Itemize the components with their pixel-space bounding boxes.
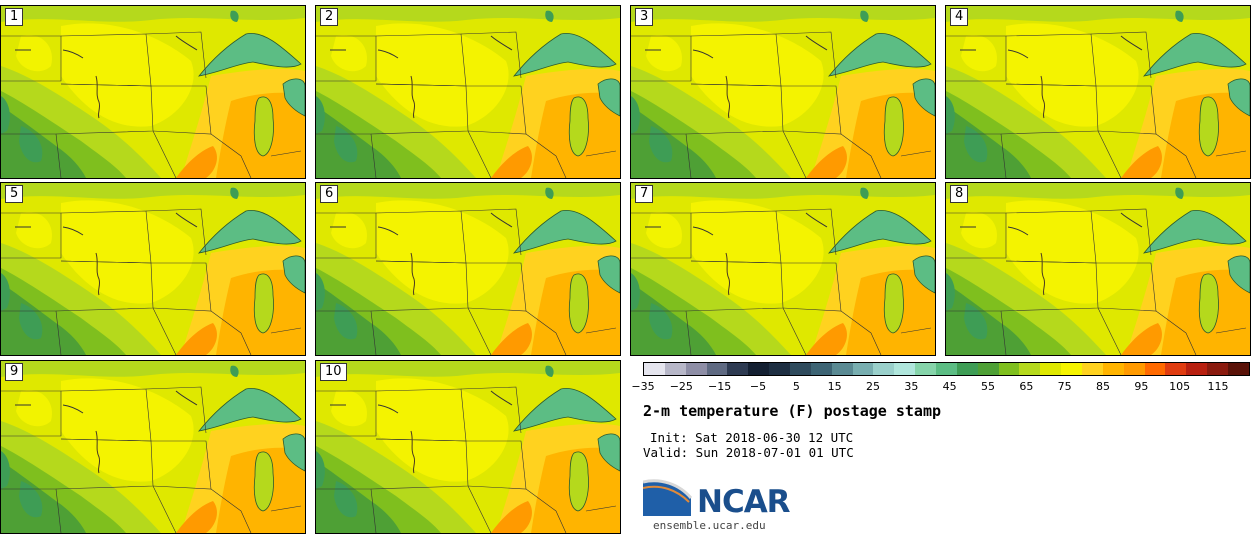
colorbar-swatch bbox=[1061, 363, 1083, 375]
member-number-label: 2 bbox=[320, 8, 339, 26]
ncar-logo-text: NCAR bbox=[697, 484, 791, 520]
temperature-map-icon bbox=[316, 6, 620, 178]
ensemble-member-panel: 2 bbox=[315, 5, 621, 179]
ensemble-member-panel: 5 bbox=[0, 182, 306, 356]
colorbar-swatch bbox=[1123, 363, 1145, 375]
member-number-label: 9 bbox=[5, 363, 24, 381]
colorbar-tick-label: 105 bbox=[1169, 380, 1191, 393]
ensemble-member-panel: 1 bbox=[0, 5, 306, 179]
temperature-map-icon bbox=[946, 6, 1250, 178]
colorbar-tick-label: −25 bbox=[669, 380, 693, 393]
temperature-map-icon bbox=[1, 361, 305, 533]
website-url[interactable]: ensemble.ucar.edu bbox=[653, 519, 766, 532]
chart-title: 2-m temperature (F) postage stamp bbox=[643, 402, 942, 420]
colorbar-swatch bbox=[769, 363, 791, 375]
colorbar-tick-label: 45 bbox=[942, 380, 957, 393]
colorbar-swatch bbox=[644, 363, 665, 375]
temperature-map-icon bbox=[631, 183, 935, 355]
ensemble-member-panel: 4 bbox=[945, 5, 1251, 179]
colorbar-swatch bbox=[1165, 363, 1187, 375]
colorbar-swatch bbox=[810, 363, 832, 375]
colorbar-swatch bbox=[706, 363, 728, 375]
colorbar-tick-label: 5 bbox=[792, 380, 800, 393]
colorbar-swatch bbox=[873, 363, 895, 375]
colorbar-swatch bbox=[977, 363, 999, 375]
ensemble-member-panel: 6 bbox=[315, 182, 621, 356]
colorbar-swatch bbox=[852, 363, 874, 375]
colorbar-swatch bbox=[1144, 363, 1166, 375]
ensemble-member-panel: 8 bbox=[945, 182, 1251, 356]
temperature-map-icon bbox=[1, 6, 305, 178]
ncar-logo-icon bbox=[643, 479, 693, 516]
ensemble-member-panel: 3 bbox=[630, 5, 936, 179]
temperature-map-icon bbox=[316, 183, 620, 355]
member-number-label: 10 bbox=[320, 363, 347, 381]
colorbar-swatch bbox=[1082, 363, 1103, 375]
colorbar-swatch bbox=[1102, 363, 1124, 375]
colorbar-swatch bbox=[790, 363, 811, 375]
colorbar-swatch bbox=[685, 363, 707, 375]
ensemble-member-panel: 10 bbox=[315, 360, 621, 534]
colorbar-swatch bbox=[915, 363, 937, 375]
member-number-label: 7 bbox=[635, 185, 654, 203]
colorbar-swatch bbox=[1186, 363, 1208, 375]
colorbar-tick-label: −35 bbox=[631, 380, 655, 393]
member-number-label: 1 bbox=[5, 8, 24, 26]
colorbar-swatch bbox=[936, 363, 957, 375]
temperature-map-icon bbox=[631, 6, 935, 178]
colorbar-ticks: −35 −25 −15 −5 5 15 25 35 45 55 65 75 85 95 105 115 bbox=[631, 380, 1258, 394]
colorbar-swatch bbox=[748, 363, 770, 375]
colorbar-swatch bbox=[998, 363, 1020, 375]
temperature-map-icon bbox=[1, 183, 305, 355]
colorbar-tick-label: 85 bbox=[1096, 380, 1110, 393]
colorbar-tick-label: 15 bbox=[827, 380, 842, 393]
colorbar-swatch bbox=[1019, 363, 1041, 375]
colorbar-tick-label: −15 bbox=[708, 380, 732, 393]
member-number-label: 8 bbox=[950, 185, 969, 203]
colorbar-tick-label: 25 bbox=[866, 380, 880, 393]
colorbar-tick-label: 55 bbox=[981, 380, 995, 393]
colorbar-tick-label: 65 bbox=[1019, 380, 1034, 393]
colorbar-swatch bbox=[1228, 363, 1249, 375]
colorbar-tick-label: 75 bbox=[1057, 380, 1072, 393]
ensemble-member-panel: 9 bbox=[0, 360, 306, 534]
colorbar-tick-label: 95 bbox=[1134, 380, 1149, 393]
colorbar-swatch bbox=[727, 363, 749, 375]
member-number-label: 3 bbox=[635, 8, 654, 26]
colorbar-swatch bbox=[664, 363, 686, 375]
colorbar-swatch bbox=[831, 363, 853, 375]
valid-time: Valid: Sun 2018-07-01 01 UTC bbox=[643, 445, 854, 460]
colorbar-tick-label: −5 bbox=[749, 380, 767, 393]
colorbar bbox=[643, 362, 1250, 376]
member-number-label: 5 bbox=[5, 185, 24, 203]
member-number-label: 6 bbox=[320, 185, 339, 203]
temperature-map-icon bbox=[316, 361, 620, 533]
member-number-label: 4 bbox=[950, 8, 969, 26]
colorbar-swatch bbox=[1040, 363, 1062, 375]
colorbar-swatch bbox=[894, 363, 916, 375]
colorbar-swatch bbox=[956, 363, 978, 375]
colorbar-tick-label: 115 bbox=[1207, 380, 1229, 393]
colorbar-swatch bbox=[1207, 363, 1229, 375]
init-time: Init: Sat 2018-06-30 12 UTC bbox=[650, 430, 854, 445]
temperature-map-icon bbox=[946, 183, 1250, 355]
ensemble-member-panel: 7 bbox=[630, 182, 936, 356]
colorbar-tick-label: 35 bbox=[904, 380, 919, 393]
